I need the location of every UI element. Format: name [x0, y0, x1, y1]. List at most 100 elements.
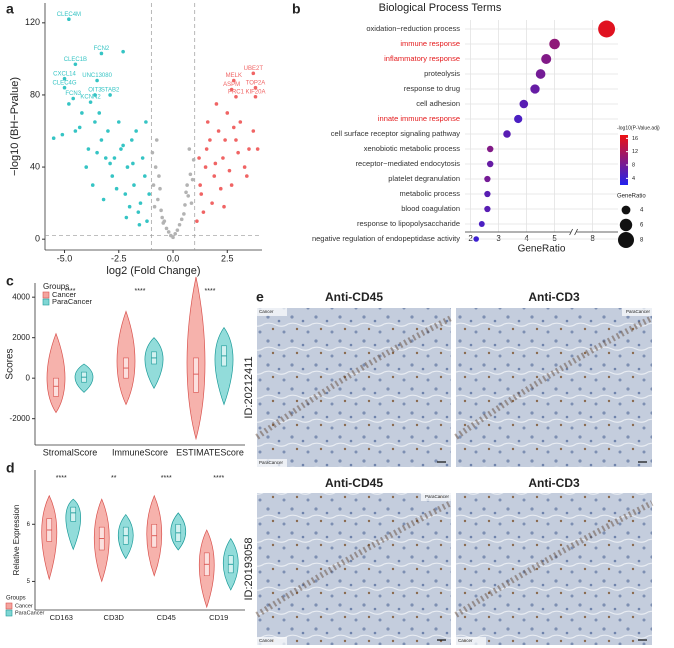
category-label: receptor−mediated endocytosis — [356, 159, 461, 168]
label-box — [257, 308, 287, 316]
x-tick-label: CD163 — [50, 613, 73, 622]
gene-point — [71, 96, 76, 101]
corner-label: ParaCancer — [425, 494, 450, 499]
violin — [46, 332, 66, 414]
significance: **** — [161, 475, 172, 482]
gene-label: PRC1 — [228, 89, 245, 95]
point — [140, 156, 145, 160]
point — [185, 183, 189, 187]
gene-label: UBE2T — [244, 66, 264, 72]
category-label: metabolic process — [400, 189, 461, 198]
point — [184, 190, 188, 195]
point — [151, 183, 156, 187]
dot — [484, 175, 491, 183]
point — [86, 147, 91, 151]
point — [182, 212, 186, 216]
dot — [473, 236, 479, 242]
panel-label: a — [6, 1, 14, 17]
gene-label: CLEC1B — [64, 57, 87, 63]
colorbar-label: 8 — [632, 162, 635, 168]
point — [183, 203, 187, 207]
dot — [535, 69, 546, 79]
x-tick-label: StromalScore — [43, 447, 98, 457]
point — [95, 150, 99, 155]
violin — [65, 498, 82, 551]
label-box — [257, 637, 287, 645]
point — [60, 132, 65, 137]
gene-label: CLEC4M — [57, 12, 81, 18]
point — [164, 226, 169, 231]
gene-point — [88, 100, 93, 104]
point — [112, 156, 117, 160]
label-box — [622, 308, 652, 316]
category-label: cell adhesion — [416, 99, 460, 108]
significance: **** — [213, 475, 224, 482]
point — [197, 156, 201, 160]
y-tick-label: 80 — [30, 89, 40, 99]
row-id: ID:20212411 — [243, 356, 255, 418]
colorbar-label: 12 — [632, 149, 638, 155]
point — [106, 129, 110, 133]
point — [90, 183, 95, 187]
point — [199, 192, 204, 196]
chart-title: Biological Process Terms — [379, 2, 502, 14]
point — [150, 150, 155, 155]
point — [84, 165, 89, 169]
point — [119, 147, 123, 151]
x-tick-label: 0.0 — [167, 253, 180, 263]
dot — [549, 38, 560, 50]
category-label: negative regulation of endopeptidase act… — [312, 234, 460, 243]
gene-point — [229, 87, 234, 92]
point — [136, 210, 141, 214]
point — [145, 219, 149, 223]
tissue-image — [257, 493, 451, 645]
gene-point — [253, 85, 258, 90]
dot — [530, 84, 540, 94]
gene-point — [99, 51, 104, 56]
label-box — [257, 459, 287, 467]
point — [223, 138, 227, 142]
size-label: 8 — [640, 238, 644, 244]
dot — [519, 99, 529, 109]
y-tick-label: 5 — [27, 579, 31, 585]
y-tick-label: 0 — [35, 234, 40, 244]
gene-point — [93, 93, 97, 97]
gene-point — [251, 71, 256, 76]
panel-label: e — [256, 289, 264, 305]
point — [159, 208, 163, 213]
box — [193, 357, 199, 393]
point — [144, 120, 148, 124]
x-axis-label: GeneRatio — [518, 244, 566, 255]
legend-key — [5, 602, 13, 610]
point — [247, 147, 251, 151]
category-label: inflammatory response — [384, 54, 460, 63]
point — [80, 111, 84, 115]
category-label: innate immune response — [378, 114, 460, 123]
point — [130, 138, 134, 142]
gene-label: FCN2 — [94, 46, 110, 52]
point — [147, 192, 151, 196]
x-tick-label: -5.0 — [57, 253, 73, 263]
point — [204, 147, 209, 151]
point — [99, 138, 104, 142]
column-title: Anti-CD3 — [528, 290, 580, 304]
gene-label: KIF20A — [245, 89, 265, 95]
dot — [503, 130, 511, 138]
column-title: Anti-CD3 — [528, 476, 580, 490]
gene-label: KCNN2 — [80, 95, 101, 101]
gene-point — [231, 78, 236, 83]
point — [245, 174, 249, 178]
point — [175, 228, 180, 232]
gene-label: CXCL14 — [53, 71, 76, 77]
x-tick-label: -2.5 — [111, 253, 127, 263]
gene-label: TOP2A — [246, 80, 266, 86]
point — [123, 192, 128, 196]
point — [203, 165, 208, 169]
stain-band — [255, 315, 453, 440]
point — [216, 129, 221, 133]
point — [51, 136, 56, 141]
x-tick-label: CD3D — [104, 613, 125, 622]
legend-key — [42, 291, 50, 299]
point — [222, 204, 226, 209]
gene-point — [62, 76, 67, 81]
